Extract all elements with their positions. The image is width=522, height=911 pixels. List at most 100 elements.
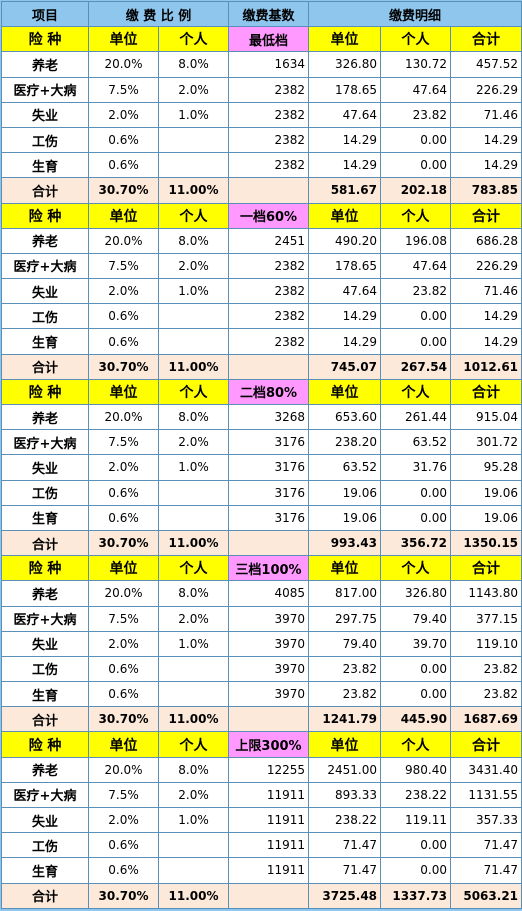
unit-amount-cell: 23.82 — [308, 655, 382, 683]
unit-ratio-cell: 2.0% — [88, 454, 159, 481]
total-label: 合计 — [1, 706, 89, 733]
person-ratio-cell — [157, 303, 230, 330]
unit-amount-cell: 19.06 — [308, 479, 382, 506]
total-amount-cell: 71.46 — [450, 101, 522, 128]
unit-ratio-cell: 20.0% — [88, 580, 159, 607]
base-cell: 11911 — [228, 832, 310, 859]
col-unit-amount-label: 单位 — [308, 26, 382, 53]
unit-ratio-cell: 7.5% — [88, 429, 159, 456]
person-ratio-cell: 8.0% — [157, 227, 230, 254]
col-kind-label: 险 种 — [1, 26, 89, 53]
total-person-amount: 1337.73 — [380, 882, 452, 909]
unit-amount-cell: 178.65 — [308, 252, 382, 280]
person-amount-cell: 39.70 — [380, 630, 452, 657]
col-person-amount-label: 个人 — [380, 731, 452, 758]
base-cell: 3176 — [228, 429, 310, 456]
person-amount-cell: 130.72 — [380, 51, 452, 78]
header-ratio: 缴 费 比 例 — [87, 0, 230, 28]
total-person-ratio: 11.00% — [157, 177, 230, 204]
total-amount-cell: 19.06 — [450, 504, 522, 531]
table-row: 生育 0.6% 2382 14.29 0.00 14.29 — [1, 328, 522, 355]
person-amount-cell: 0.00 — [380, 152, 452, 179]
total-amount-cell: 71.47 — [450, 857, 522, 884]
col-person-ratio-label: 个人 — [157, 731, 230, 758]
base-cell: 3176 — [228, 504, 310, 531]
person-ratio-cell: 2.0% — [157, 429, 230, 456]
person-amount-cell: 980.40 — [380, 756, 452, 783]
total-amount-cell: 14.29 — [450, 126, 522, 154]
total-person-amount: 356.72 — [380, 529, 452, 557]
insurance-type-name: 生育 — [1, 504, 89, 531]
person-ratio-cell: 8.0% — [157, 403, 230, 431]
person-amount-cell: 47.64 — [380, 76, 452, 103]
insurance-type-name: 医疗+大病 — [1, 429, 89, 456]
table-row: 医疗+大病 7.5% 2.0% 2382 178.65 47.64 226.29 — [1, 76, 522, 103]
person-amount-cell: 238.22 — [380, 781, 452, 809]
col-unit-ratio-label: 单位 — [88, 731, 159, 758]
total-amount-cell: 457.52 — [450, 51, 522, 78]
total-label: 合计 — [1, 353, 89, 380]
person-amount-cell: 0.00 — [380, 655, 452, 683]
base-cell: 11911 — [228, 806, 310, 834]
col-unit-ratio-label: 单位 — [88, 26, 159, 53]
table-row: 工伤 0.6% 3176 19.06 0.00 19.06 — [1, 479, 522, 506]
insurance-type-name: 养老 — [1, 756, 89, 783]
total-person-amount: 267.54 — [380, 353, 452, 380]
base-cell: 2382 — [228, 126, 310, 154]
table-row: 医疗+大病 7.5% 2.0% 3176 238.20 63.52 301.72 — [1, 429, 522, 456]
base-cell: 3970 — [228, 681, 310, 708]
unit-amount-cell: 23.82 — [308, 681, 382, 708]
unit-amount-cell: 893.33 — [308, 781, 382, 809]
person-ratio-cell: 1.0% — [157, 101, 230, 128]
base-cell: 3176 — [228, 479, 310, 506]
total-unit-amount: 993.43 — [308, 529, 382, 557]
tier-header-row: 险 种单位 个人 上限300% 单位 个人 合计 — [1, 731, 522, 758]
total-sum-amount: 783.85 — [450, 177, 522, 204]
unit-amount-cell: 817.00 — [308, 580, 382, 607]
unit-amount-cell: 47.64 — [308, 278, 382, 305]
col-total-amount-label: 合计 — [450, 555, 522, 582]
unit-amount-cell: 71.47 — [308, 832, 382, 859]
total-amount-cell: 686.28 — [450, 227, 522, 254]
total-sum-amount: 1012.61 — [450, 353, 522, 380]
col-person-amount-label: 个人 — [380, 378, 452, 406]
base-cell: 3268 — [228, 403, 310, 431]
total-row: 合计 30.70% 11.00% 581.67 202.18 783.85 — [1, 177, 522, 204]
table-row: 工伤 0.6% 11911 71.47 0.00 71.47 — [1, 832, 522, 859]
person-ratio-cell: 8.0% — [157, 580, 230, 607]
person-ratio-cell — [157, 328, 230, 355]
table-row: 医疗+大病 7.5% 2.0% 2382 178.65 47.64 226.29 — [1, 252, 522, 280]
unit-ratio-cell: 0.6% — [88, 655, 159, 683]
total-person-amount: 445.90 — [380, 706, 452, 733]
total-amount-cell: 3431.40 — [450, 756, 522, 783]
tier-header-row: 险 种单位 个人 一档60% 单位 个人 合计 — [1, 202, 522, 229]
person-amount-cell: 0.00 — [380, 832, 452, 859]
insurance-type-name: 工伤 — [1, 832, 89, 859]
unit-amount-cell: 19.06 — [308, 504, 382, 531]
col-unit-amount-label: 单位 — [308, 555, 382, 582]
total-amount-cell: 226.29 — [450, 76, 522, 103]
total-amount-cell: 14.29 — [450, 303, 522, 330]
unit-ratio-cell: 2.0% — [88, 630, 159, 657]
person-amount-cell: 23.82 — [380, 278, 452, 305]
unit-ratio-cell: 0.6% — [88, 479, 159, 506]
unit-ratio-cell: 2.0% — [88, 278, 159, 305]
total-amount-cell: 357.33 — [450, 806, 522, 834]
total-row: 合计 30.70% 11.00% 993.43 356.72 1350.15 — [1, 529, 522, 557]
person-amount-cell: 119.11 — [380, 806, 452, 834]
total-amount-cell: 119.10 — [450, 630, 522, 657]
total-row: 合计 30.70% 11.00% 745.07 267.54 1012.61 — [1, 353, 522, 380]
total-sum-amount: 5063.21 — [450, 882, 522, 909]
person-amount-cell: 0.00 — [380, 479, 452, 506]
tier-header-row: 险 种单位 个人 三档100% 单位 个人 合计 — [1, 555, 522, 582]
unit-ratio-cell: 0.6% — [88, 328, 159, 355]
insurance-type-name: 失业 — [1, 454, 89, 481]
table-row: 失业 2.0% 1.0% 3176 63.52 31.76 95.28 — [1, 454, 522, 481]
total-amount-cell: 19.06 — [450, 479, 522, 506]
insurance-type-name: 失业 — [1, 806, 89, 834]
insurance-type-name: 生育 — [1, 857, 89, 884]
tier-badge: 二档80% — [228, 378, 310, 406]
base-cell: 2382 — [228, 152, 310, 179]
